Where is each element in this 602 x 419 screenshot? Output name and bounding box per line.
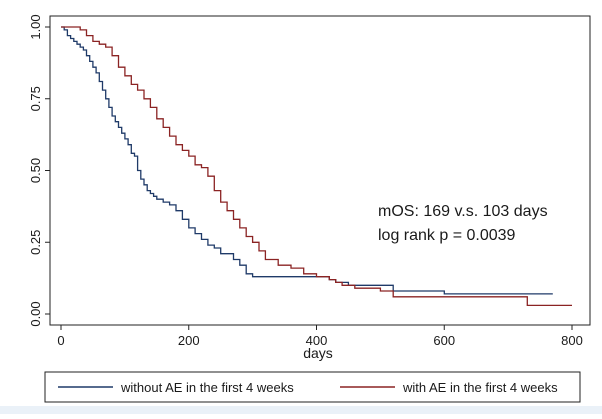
legend: without AE in the first 4 weeks with AE i… [44, 371, 581, 403]
x-axis-label: days [303, 345, 333, 361]
series-layer [61, 26, 572, 307]
x-axis: 0 200 400 600 800 [57, 325, 583, 348]
plot-border [49, 15, 591, 326]
x-tick-label: 0 [57, 333, 64, 348]
plot-frame [49, 15, 591, 326]
series-line-2 [61, 26, 572, 307]
legend-label-1: without AE in the first 4 weeks [120, 380, 294, 395]
y-tick-label: 0.00 [28, 301, 43, 326]
bottom-strip [0, 406, 602, 414]
series-line-1 [61, 26, 553, 295]
legend-label-2: with AE in the first 4 weeks [402, 380, 558, 395]
annotation-log-rank: log rank p = 0.0039 [378, 227, 516, 244]
legend-box [44, 371, 581, 403]
annotation-mos: mOS: 169 v.s. 103 days [378, 203, 548, 220]
y-tick-label: 1.00 [28, 14, 43, 39]
y-axis: 0.00 0.25 0.50 0.75 1.00 [28, 14, 50, 327]
x-tick-label: 200 [178, 333, 200, 348]
x-tick-label: 800 [561, 333, 583, 348]
x-tick-label: 400 [306, 333, 328, 348]
y-tick-label: 0.25 [28, 230, 43, 255]
x-tick-label: 600 [433, 333, 455, 348]
y-tick-label: 0.50 [28, 158, 43, 183]
y-tick-label: 0.75 [28, 86, 43, 111]
